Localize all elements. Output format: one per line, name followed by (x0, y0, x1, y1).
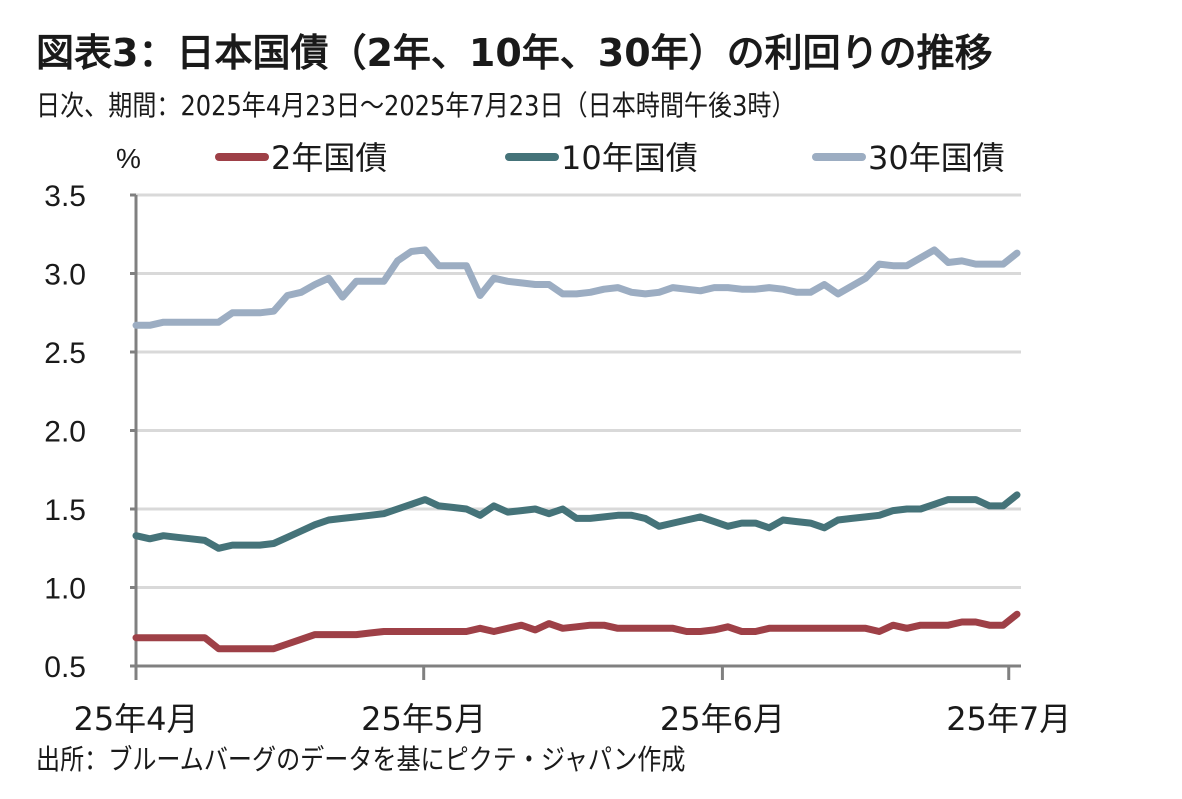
y-tick-label: 0.5 (44, 651, 86, 684)
legend-label: 2年国債 (271, 139, 387, 177)
legend-item: 2年国債 (215, 139, 387, 177)
x-tick-label: 25年4月 (73, 700, 198, 738)
legend-label: 10年国債 (561, 139, 698, 177)
y-tick-label: 2.5 (44, 337, 86, 370)
chart-subtitle: 日次、期間：2025年4月23日～2025年7月23日（日本時間午後3時） (36, 89, 796, 122)
legend-item: 10年国債 (505, 139, 698, 177)
legend-item: 30年国債 (812, 139, 1005, 177)
series-line-30年国債 (132, 246, 1021, 329)
series-line-10年国債 (132, 491, 1021, 552)
legend: 2年国債 10年国債 30年国債 (215, 139, 1005, 177)
x-tick-labels: 25年4月 25年5月 25年6月 25年7月 (73, 666, 1071, 738)
y-tick-label: 3.5 (44, 180, 86, 213)
y-axis-unit-label: % (116, 143, 141, 174)
series-line-2年国債 (132, 610, 1021, 653)
axes (130, 195, 1021, 672)
y-tick-labels: 0.5 1.0 1.5 2.0 2.5 3.0 3.5 (44, 180, 86, 684)
y-tick-label: 2.0 (44, 416, 86, 449)
x-tick-label: 25年7月 (946, 700, 1071, 738)
y-tick-label: 1.0 (44, 573, 86, 606)
y-tick-label: 1.5 (44, 494, 86, 527)
legend-label: 30年国債 (868, 139, 1005, 177)
x-tick-label: 25年5月 (361, 700, 486, 738)
gridlines (130, 193, 1021, 668)
chart-title: 図表3：日本国債（2年、10年、30年）の利回りの推移 (36, 31, 993, 75)
y-tick-label: 3.0 (44, 259, 86, 292)
source-note: 出所：ブルームバーグのデータを基にピクテ・ジャパン作成 (36, 743, 686, 776)
series-lines (132, 246, 1021, 653)
x-tick-label: 25年6月 (660, 700, 785, 738)
